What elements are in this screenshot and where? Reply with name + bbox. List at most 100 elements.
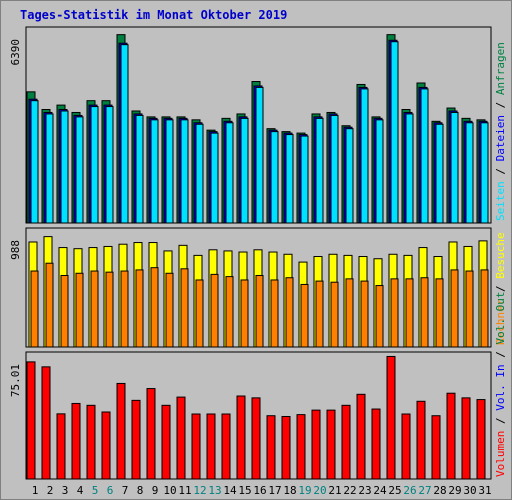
bar-pages-day-21 <box>330 114 339 224</box>
bar-volume-day-27 <box>416 400 426 480</box>
bar-volume-day-30 <box>461 397 471 480</box>
bar-volume-day-26 <box>401 413 411 480</box>
bar-volume-day-25 <box>386 355 396 480</box>
bar-pages-day-9 <box>150 119 159 224</box>
bar-pages-day-29 <box>450 111 459 224</box>
bar-pages-day-31 <box>480 122 489 224</box>
bar-sites-day-24 <box>375 285 384 348</box>
legend-hits-1: / <box>494 161 507 181</box>
bar-sites-day-29 <box>450 269 459 348</box>
bar-volume-day-22 <box>341 404 351 480</box>
legend-volume-0: Volumen <box>494 431 507 477</box>
day-label-26: 26 <box>403 484 416 497</box>
day-label-11: 11 <box>178 484 191 497</box>
legend-volume-1: / <box>494 411 507 431</box>
bar-sites-day-26 <box>405 278 414 348</box>
bar-pages-day-30 <box>465 122 474 224</box>
bar-sites-day-12 <box>195 279 204 348</box>
bar-sites-day-8 <box>135 269 144 348</box>
bar-volume-day-21 <box>326 409 336 480</box>
bar-volume-day-16 <box>251 397 261 480</box>
bar-volume-day-11 <box>176 396 186 480</box>
legend-volume-2: Vol. In <box>494 364 507 410</box>
y-max-label-hits: 6390 <box>9 39 22 66</box>
day-label-4: 4 <box>77 484 84 497</box>
bar-sites-day-27 <box>420 277 429 348</box>
bar-pages-day-22 <box>345 128 354 224</box>
day-label-20: 20 <box>313 484 326 497</box>
legend-hits-0: Seiten <box>494 181 507 221</box>
bar-pages-day-17 <box>270 131 279 224</box>
legend-hits: Seiten / Dateien / Anfragen <box>494 42 507 221</box>
day-label-24: 24 <box>373 484 387 497</box>
bar-sites-day-31 <box>480 269 489 348</box>
bar-sites-day-14 <box>225 276 234 348</box>
day-label-15: 15 <box>238 484 251 497</box>
bar-pages-day-6 <box>105 106 114 224</box>
bar-pages-day-18 <box>285 134 294 224</box>
bar-pages-day-24 <box>375 119 384 224</box>
bar-sites-day-30 <box>465 270 474 348</box>
day-label-17: 17 <box>268 484 281 497</box>
day-label-3: 3 <box>62 484 69 497</box>
bar-sites-day-5 <box>90 270 99 348</box>
day-label-29: 29 <box>448 484 461 497</box>
bar-volume-day-9 <box>146 388 156 480</box>
bar-volume-day-14 <box>221 413 231 480</box>
day-label-25: 25 <box>388 484 401 497</box>
day-label-1: 1 <box>32 484 39 497</box>
day-label-5: 5 <box>92 484 99 497</box>
bar-sites-day-1 <box>30 270 39 348</box>
bar-pages-day-5 <box>90 106 99 224</box>
chart-title: Tages-Statistik im Monat Oktober 2019 <box>20 8 288 22</box>
bar-pages-day-26 <box>405 113 414 224</box>
bar-volume-day-31 <box>476 399 486 480</box>
bar-pages-day-13 <box>210 132 219 224</box>
day-label-19: 19 <box>298 484 311 497</box>
bar-sites-day-28 <box>435 278 444 348</box>
bar-sites-day-20 <box>315 280 324 348</box>
bar-sites-day-25 <box>390 278 399 348</box>
day-label-28: 28 <box>433 484 446 497</box>
bar-pages-day-3 <box>60 110 69 224</box>
bar-sites-day-2 <box>45 262 54 348</box>
bar-volume-day-23 <box>356 393 366 480</box>
bar-pages-day-20 <box>315 117 324 224</box>
bar-pages-day-23 <box>360 88 369 224</box>
legend-hits-4: Anfragen <box>494 42 507 95</box>
bar-pages-day-2 <box>45 113 54 224</box>
bar-sites-day-4 <box>75 272 84 348</box>
bar-volume-day-15 <box>236 395 246 480</box>
bar-volume-day-3 <box>56 413 66 480</box>
bar-sites-day-23 <box>360 280 369 348</box>
day-label-12: 12 <box>193 484 206 497</box>
bar-pages-day-11 <box>180 119 189 224</box>
y-max-label-visits: 988 <box>9 240 22 260</box>
day-label-22: 22 <box>343 484 356 497</box>
bar-pages-day-25 <box>390 41 399 224</box>
bar-sites-day-6 <box>105 271 114 348</box>
bar-volume-day-13 <box>206 413 216 480</box>
legend-visits-0: Rechner <box>494 298 507 345</box>
bar-volume-day-29 <box>446 392 456 480</box>
legend-volume-3: / <box>494 345 507 365</box>
day-label-7: 7 <box>122 484 129 497</box>
bar-volume-day-2 <box>41 366 51 480</box>
bar-volume-day-7 <box>116 382 126 480</box>
day-label-16: 16 <box>253 484 266 497</box>
bar-volume-day-20 <box>311 409 321 480</box>
bar-sites-day-9 <box>150 267 159 348</box>
legend-hits-2: Dateien <box>494 115 507 161</box>
day-label-30: 30 <box>463 484 476 497</box>
bar-sites-day-10 <box>165 272 174 348</box>
bar-volume-day-24 <box>371 408 381 480</box>
bar-volume-day-12 <box>191 413 201 480</box>
y-max-label-volume: 75.01 <box>9 364 22 397</box>
bar-volume-day-19 <box>296 414 306 480</box>
day-label-10: 10 <box>163 484 176 497</box>
bar-volume-day-4 <box>71 402 81 480</box>
day-label-14: 14 <box>223 484 237 497</box>
bar-volume-day-28 <box>431 415 441 480</box>
day-label-2: 2 <box>47 484 54 497</box>
